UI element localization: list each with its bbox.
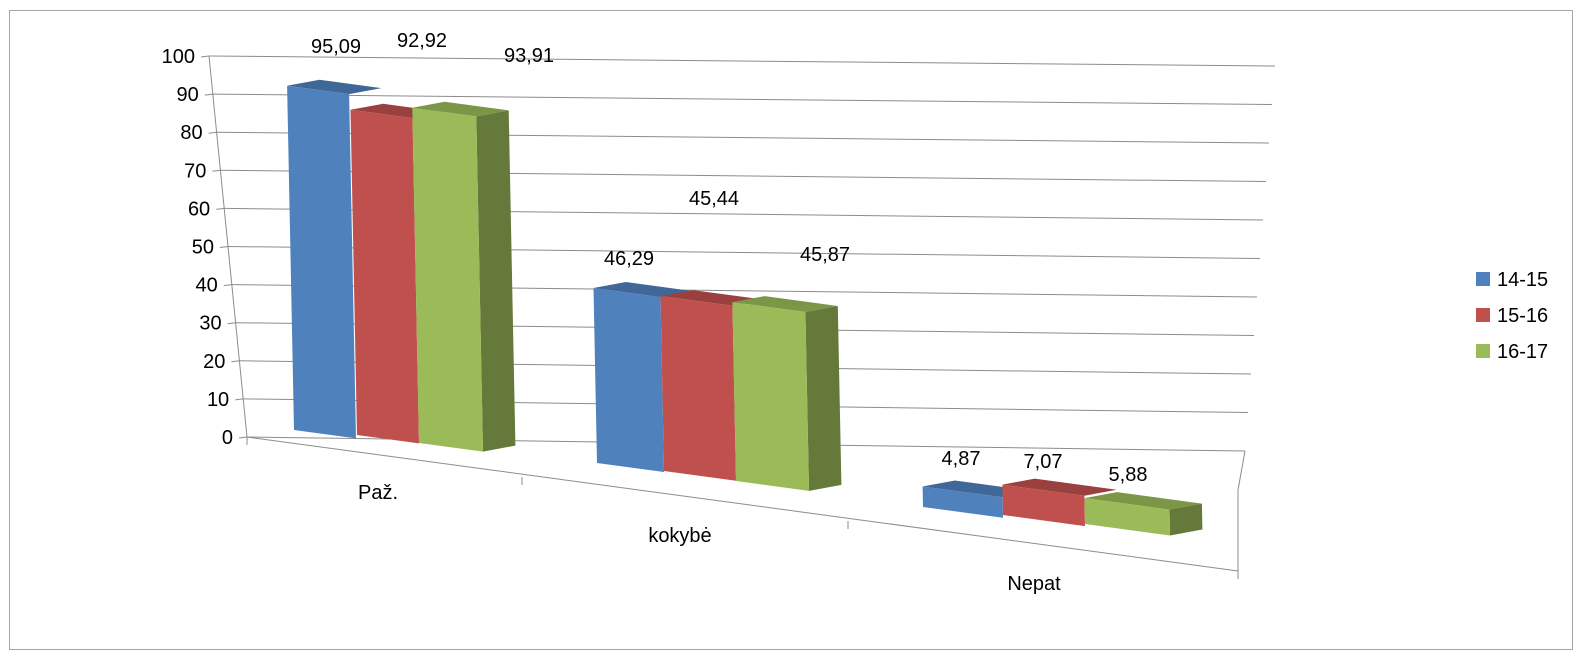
y-tick-mark xyxy=(219,246,229,248)
bar-top-face xyxy=(1084,492,1202,510)
legend-label: 15-16 xyxy=(1497,305,1548,327)
y-tick-label: 30 xyxy=(199,313,221,335)
data-label: 7,07 xyxy=(1024,451,1063,473)
legend: 14-15 15-16 16-17 xyxy=(1476,269,1548,363)
axes xyxy=(200,55,1246,579)
y-tick-mark xyxy=(231,360,240,363)
y-tick-label: 90 xyxy=(177,84,199,106)
data-label: 45,44 xyxy=(689,188,739,210)
bar-front-face xyxy=(660,296,736,481)
bar-top-face xyxy=(593,282,693,298)
y-tick-label: 10 xyxy=(207,389,229,411)
legend-item-14-15: 14-15 xyxy=(1476,269,1548,291)
bar-top-face xyxy=(732,296,838,312)
y-tick-label: 100 xyxy=(162,46,195,68)
y-tick-label: 20 xyxy=(203,351,225,373)
y-tick-mark xyxy=(200,55,210,58)
legend-label: 16-17 xyxy=(1497,341,1548,363)
y-tick-mark xyxy=(212,169,221,172)
data-label: 93,91 xyxy=(504,45,554,67)
data-label: 92,92 xyxy=(397,30,447,52)
y-tick-label: 0 xyxy=(222,427,233,449)
category-label: Paž. xyxy=(358,482,398,504)
x-axis-line xyxy=(246,436,1239,572)
legend-swatch xyxy=(1476,272,1490,286)
legend-item-15-16: 15-16 xyxy=(1476,305,1548,327)
bar-top-face xyxy=(412,101,509,117)
y-tick-label: 70 xyxy=(184,160,206,182)
bar-16-17-Paž. xyxy=(412,101,516,452)
bar-16-17-Nepat xyxy=(1084,492,1203,536)
bars xyxy=(287,79,1203,536)
data-labels: 95,09 92,92 93,91 46,29 45,44 45,87 4,87 7,07 5,… xyxy=(311,30,1148,486)
y-tick-mark xyxy=(238,436,248,439)
bar-front-face xyxy=(922,486,1003,518)
y-tick-label: 40 xyxy=(196,275,218,297)
data-label: 4,87 xyxy=(942,448,981,470)
y-axis-tick-labels: 0 10 20 30 40 50 60 70 80 90 100 xyxy=(162,46,233,449)
category-labels: Paž. kokybė Nepat xyxy=(358,482,1061,595)
data-label: 5,88 xyxy=(1109,464,1148,486)
y-tick-label: 50 xyxy=(192,237,214,259)
bar-front-face xyxy=(1084,498,1170,536)
y-tick-mark xyxy=(223,284,232,287)
bar-front-face xyxy=(412,107,483,452)
bar-16-17-kokybė xyxy=(732,296,842,491)
bar-side-face xyxy=(805,306,842,491)
y-tick-mark xyxy=(227,322,236,325)
bar-15-16-Nepat xyxy=(1002,478,1117,527)
legend-label: 14-15 xyxy=(1497,269,1548,291)
y-tick-mark xyxy=(208,131,217,134)
category-label: kokybė xyxy=(648,525,711,547)
gridline xyxy=(212,93,1273,105)
bar-14-15-kokybė xyxy=(593,282,693,472)
legend-swatch xyxy=(1476,344,1490,358)
bar-front-face xyxy=(1002,484,1085,527)
bar-top-face xyxy=(287,79,382,95)
bar-14-15-Paž. xyxy=(287,79,382,439)
y-tick-mark xyxy=(235,398,244,401)
data-label: 95,09 xyxy=(311,36,361,58)
y-axis-line xyxy=(208,55,248,438)
y-tick-label: 80 xyxy=(180,122,202,144)
y-tick-label: 60 xyxy=(188,198,210,220)
data-label: 46,29 xyxy=(604,248,654,270)
bar-front-face xyxy=(350,109,419,444)
bar-front-face xyxy=(732,302,809,491)
bar-front-face xyxy=(593,288,664,472)
bar-side-face xyxy=(476,110,516,452)
legend-swatch xyxy=(1476,308,1490,322)
legend-item-16-17: 16-17 xyxy=(1476,341,1548,363)
y-tick-mark xyxy=(216,207,225,210)
data-label: 45,87 xyxy=(800,244,850,266)
bar-top-face xyxy=(1002,478,1117,496)
gridline xyxy=(208,55,1276,67)
y-tick-mark xyxy=(204,93,213,96)
floor-back-edge xyxy=(1237,450,1246,491)
bar-side-face xyxy=(1169,503,1203,536)
bar-front-face xyxy=(287,85,356,439)
category-label: Nepat xyxy=(1007,573,1061,595)
